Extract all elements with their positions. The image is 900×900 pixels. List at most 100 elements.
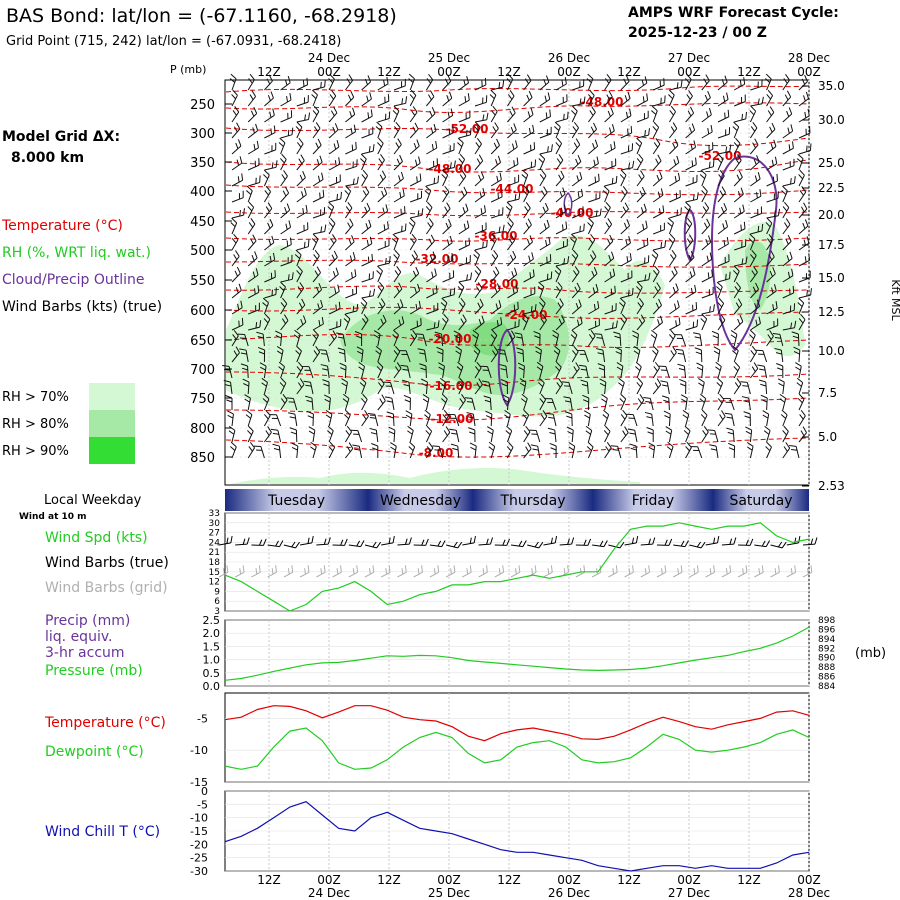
wind-barb-flag bbox=[620, 393, 627, 400]
wind-barb-staff bbox=[264, 259, 275, 267]
wind-barb-flag bbox=[720, 314, 726, 321]
wind-barb-true-flag bbox=[404, 538, 408, 545]
wind-barb-flag bbox=[599, 382, 606, 387]
wind-barb bbox=[587, 233, 596, 251]
wind-barb-staff bbox=[328, 308, 341, 315]
wind-barb-flag bbox=[388, 256, 391, 264]
wind-barb bbox=[360, 153, 367, 171]
wind-barb-flag bbox=[706, 255, 709, 262]
wind-barb-staff bbox=[798, 150, 811, 155]
wind-barb-flag bbox=[368, 146, 371, 153]
wind-barb-flag bbox=[469, 127, 472, 135]
wind-barb-staff bbox=[458, 279, 471, 283]
wind-barb-flag bbox=[433, 123, 437, 131]
wind-barb-staff bbox=[345, 258, 356, 267]
wind-barb-flag bbox=[556, 382, 561, 388]
wind-barb-flag bbox=[262, 398, 268, 403]
wind-barb-staff bbox=[652, 288, 661, 299]
wind-barb bbox=[264, 270, 276, 283]
wind-barb-flag bbox=[641, 79, 645, 86]
wind-barb-flag bbox=[312, 110, 318, 116]
wind-barb-flag bbox=[501, 189, 503, 197]
wind-barb-flag bbox=[554, 345, 561, 352]
wind-barb-flag bbox=[615, 351, 622, 355]
wind-barb bbox=[765, 441, 772, 459]
wind-barb-flag bbox=[381, 190, 385, 197]
wind-barb-staff bbox=[668, 335, 676, 347]
wind-barb-staff bbox=[231, 179, 243, 187]
wind-barb-staff bbox=[682, 350, 687, 363]
wind-barb-true-staff bbox=[218, 542, 231, 546]
wind-barb bbox=[717, 144, 732, 155]
wind-barb-flag bbox=[336, 193, 339, 200]
wind-barb-flag bbox=[788, 144, 791, 151]
wind-barb-flag bbox=[361, 174, 366, 180]
wind-barb-flag bbox=[507, 222, 512, 228]
wind-barb-staff bbox=[669, 145, 679, 155]
wind-barb-flag bbox=[236, 122, 241, 130]
wind-barb-flag bbox=[602, 190, 608, 195]
wind-barb-staff bbox=[296, 211, 308, 219]
wind-barb bbox=[408, 441, 416, 459]
wind-barb-flag bbox=[655, 302, 660, 309]
wind-barb-staff bbox=[329, 198, 341, 203]
wind-barb-grid-staff bbox=[234, 571, 245, 578]
wind-barb-staff bbox=[766, 430, 771, 443]
wind-barb-staff bbox=[474, 160, 484, 171]
wind-barb-flag bbox=[701, 190, 706, 196]
wind-barb bbox=[322, 379, 330, 395]
wind-barb-staff bbox=[507, 325, 519, 331]
wind-barb-staff bbox=[749, 110, 757, 123]
pressure-panel: 2.52.01.51.00.50.08988968948928908888868… bbox=[203, 614, 836, 693]
temp-contour-label: -36.00 bbox=[475, 229, 518, 243]
wind-barb-flag bbox=[402, 188, 405, 196]
wind-barb-staff bbox=[490, 413, 493, 427]
wind-barb-flag bbox=[685, 446, 690, 452]
wind-barb-staff bbox=[733, 334, 738, 347]
wind-barb-flag bbox=[733, 366, 739, 372]
wind-barb bbox=[497, 349, 508, 363]
wind-barb-staff bbox=[523, 318, 529, 331]
wind-barb-flag bbox=[727, 109, 730, 117]
wind-barb bbox=[588, 318, 600, 331]
wind-barb bbox=[555, 137, 563, 155]
wind-barb-flag bbox=[799, 169, 805, 176]
wind-barb bbox=[571, 189, 584, 203]
weekday-cell bbox=[593, 489, 713, 511]
wind-barb-flag bbox=[287, 274, 290, 281]
wind-barb bbox=[361, 219, 372, 235]
wind-barb-flag bbox=[543, 78, 547, 85]
precip-tick-label: 1.0 bbox=[203, 654, 221, 667]
wind-barb bbox=[604, 218, 613, 235]
weekday-cell bbox=[225, 489, 368, 511]
wind-barb-flag bbox=[682, 409, 689, 415]
wind-barb bbox=[685, 267, 696, 283]
wind-barb-grid-flag bbox=[352, 568, 355, 575]
wind-barb bbox=[619, 393, 627, 411]
wind-barb-flag bbox=[413, 142, 417, 149]
wind-barb bbox=[653, 222, 665, 235]
wind-barb-staff bbox=[458, 99, 470, 107]
wind-barb-flag bbox=[657, 191, 661, 198]
wind-barb-true-flag bbox=[550, 537, 553, 544]
wind-barb bbox=[264, 235, 275, 251]
wind-barb-flag bbox=[614, 335, 621, 339]
wind-barb-staff bbox=[782, 165, 795, 171]
wind-barb bbox=[648, 442, 656, 459]
wind-barb-flag bbox=[479, 298, 484, 306]
wind-barb-flag bbox=[595, 283, 599, 291]
wind-barb-staff bbox=[409, 273, 420, 283]
wind-barb-true-staff bbox=[445, 544, 458, 549]
wind-barb-flag bbox=[761, 399, 768, 403]
wind-barb bbox=[782, 251, 793, 267]
wind-barb bbox=[669, 266, 678, 283]
wind-barb bbox=[419, 363, 427, 379]
wind-barb bbox=[474, 95, 488, 107]
wind-tick-label: 24 bbox=[209, 538, 221, 548]
wind-barb-flag bbox=[701, 313, 708, 320]
wind-barb bbox=[572, 96, 586, 107]
wind-barb-staff bbox=[231, 78, 237, 91]
wind-barb-flag bbox=[522, 190, 528, 196]
wind-barb bbox=[345, 218, 354, 235]
wind-barb-true bbox=[283, 541, 300, 549]
